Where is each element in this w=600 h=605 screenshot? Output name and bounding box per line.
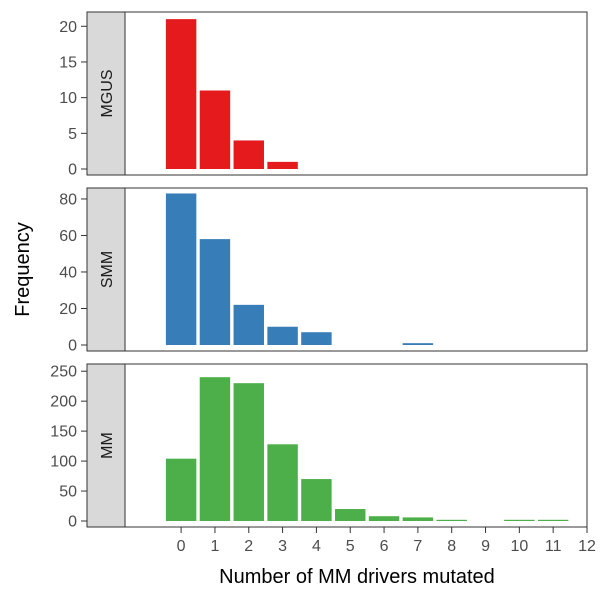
bar [267, 444, 298, 521]
x-tick-label: 10 [510, 538, 528, 555]
bar [301, 332, 332, 345]
bar [267, 161, 298, 169]
bar [537, 519, 569, 521]
x-tick-label: 0 [177, 538, 186, 555]
bar [504, 519, 535, 521]
x-tick-label: 9 [481, 538, 490, 555]
x-tick-label: 7 [413, 538, 422, 555]
x-tick-label: 11 [545, 538, 562, 555]
facet-strip [86, 363, 126, 528]
y-tick-label: 100 [50, 454, 77, 471]
facet-strip [86, 11, 126, 176]
bar [199, 90, 231, 169]
x-tick-label: 5 [346, 538, 355, 555]
bar [402, 343, 434, 345]
x-tick-label: 12 [578, 538, 596, 555]
y-tick-label: 5 [68, 126, 77, 143]
y-tick-label: 60 [59, 228, 77, 245]
y-tick-label: 0 [68, 514, 77, 531]
bar [165, 458, 197, 521]
bar [301, 479, 332, 521]
y-tick-label: 20 [59, 301, 77, 318]
bar [165, 193, 197, 345]
bar [402, 517, 434, 521]
bar [335, 509, 366, 521]
bar [233, 304, 264, 345]
panel-mgus: MGUS 0 5 10 15 20 [59, 11, 588, 179]
bar [199, 377, 231, 521]
y-tick-label: 0 [68, 162, 77, 179]
x-tick-label: 3 [278, 538, 287, 555]
x-tick-label: 1 [210, 538, 219, 555]
y-tick-label: 250 [50, 364, 77, 381]
bar [436, 519, 467, 521]
y-tick-label: 40 [59, 264, 77, 281]
panel-border [124, 11, 588, 176]
bar [199, 239, 231, 345]
bar [267, 326, 298, 345]
panel-border [124, 363, 588, 528]
y-tick-label: 15 [59, 54, 77, 71]
panel-border [124, 187, 588, 352]
x-tick-label: 8 [447, 538, 456, 555]
x-tick-label: 4 [312, 538, 321, 555]
x-tick-label: 2 [244, 538, 253, 555]
facet-label: SMM [99, 251, 116, 288]
y-tick-label: 20 [59, 19, 77, 36]
x-tick-label: 6 [380, 538, 389, 555]
y-tick-label: 0 [68, 338, 77, 355]
y-tick-label: 200 [50, 394, 77, 411]
x-axis-title: Number of MM drivers mutated [219, 566, 495, 588]
facet-strip [86, 187, 126, 352]
panel-smm: SMM 0 20 40 60 80 [59, 187, 588, 355]
bar [233, 140, 264, 169]
x-axis: 0 1 2 3 4 5 6 7 8 9 10 11 12 [177, 527, 596, 555]
facet-label: MGUS [99, 70, 116, 118]
bar [368, 516, 400, 521]
y-tick-label: 150 [50, 424, 77, 441]
panels-layer: MGUS 0 5 10 15 20 SMM 0 20 40 60 80 MM 0 50 100 150 200 25… [50, 11, 588, 531]
bar [233, 383, 264, 521]
facet-label: MM [99, 432, 116, 459]
bar [165, 19, 197, 169]
y-tick-label: 50 [59, 484, 77, 501]
panel-mm: MM 0 50 100 150 200 250 [50, 363, 588, 531]
y-tick-label: 10 [59, 90, 77, 107]
y-axis-title: Frequency [12, 222, 34, 317]
y-tick-label: 80 [59, 191, 77, 208]
